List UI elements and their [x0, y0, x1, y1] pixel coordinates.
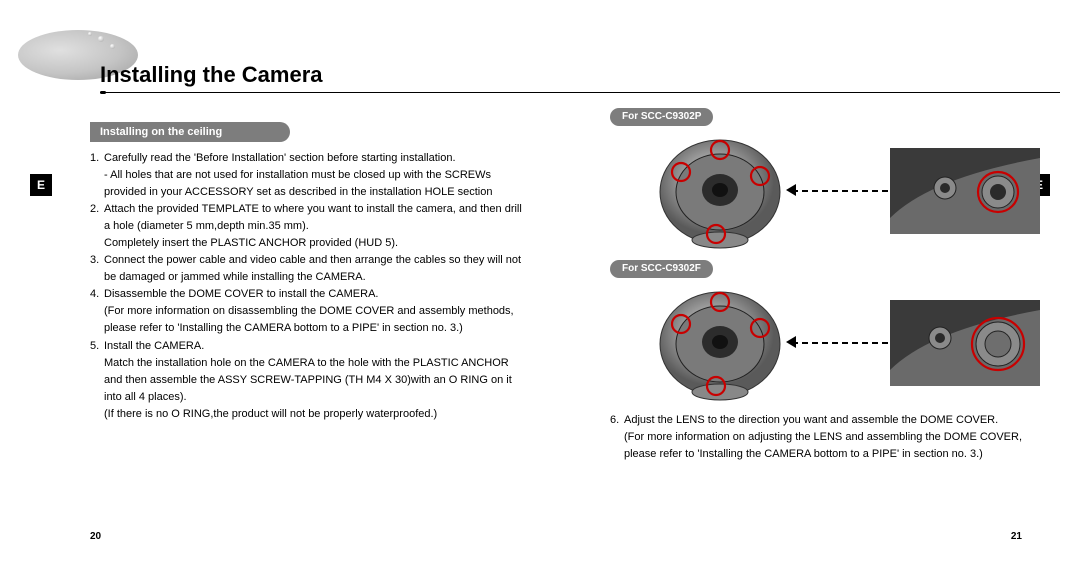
arrow-head-icon: [786, 336, 796, 348]
page-title: Installing the Camera: [100, 62, 323, 88]
section-heading-ceiling: Installing on the ceiling: [90, 122, 290, 142]
model-label-p: For SCC-C9302P: [610, 108, 713, 126]
model-label-f: For SCC-C9302F: [610, 260, 713, 278]
page-number-right: 21: [1011, 531, 1022, 542]
dome-figure-f: [650, 284, 790, 404]
manual-spread: Installing the Camera E E Installing on …: [0, 0, 1080, 582]
title-rule: [100, 92, 1060, 93]
arrow-line-icon: [792, 190, 888, 192]
right-body-text: 6.Adjust the LENS to the direction you w…: [610, 412, 1050, 463]
detail-figure-f: [890, 300, 1040, 386]
right-column: For SCC-C9302P: [610, 108, 1050, 463]
figure-row-f: [610, 284, 1050, 406]
title-rule-cap: [100, 91, 106, 94]
arrow-head-icon: [786, 184, 796, 196]
detail-figure-p: [890, 148, 1040, 234]
dome-figure-p: [650, 132, 790, 252]
left-column-body: 1.Carefully read the 'Before Installatio…: [90, 150, 530, 423]
figure-row-p: [610, 132, 1050, 254]
lang-tab-left: E: [30, 174, 52, 196]
page-number-left: 20: [90, 531, 101, 542]
arrow-line-icon: [792, 342, 888, 344]
